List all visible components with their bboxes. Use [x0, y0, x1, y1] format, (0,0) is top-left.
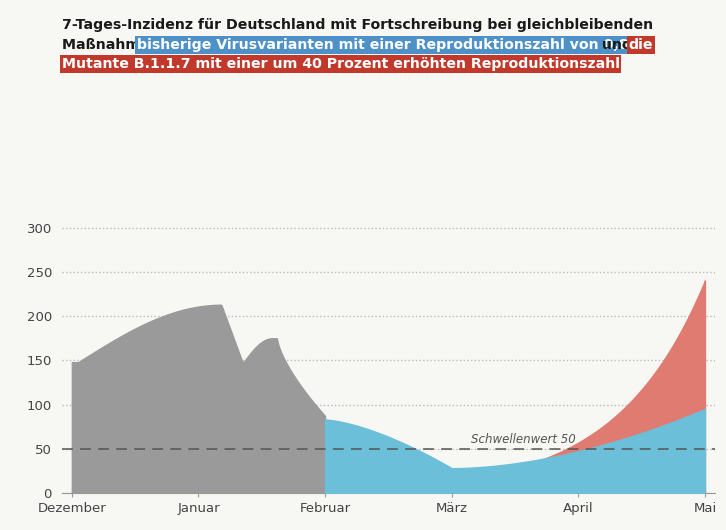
Text: und: und	[597, 38, 637, 52]
Text: Maßnahmen:: Maßnahmen:	[62, 38, 170, 52]
Text: Mutante B.1.1.7 mit einer um 40 Prozent erhöhten Reproduktionszahl: Mutante B.1.1.7 mit einer um 40 Prozent …	[62, 57, 620, 71]
Text: bisherige Virusvarianten mit einer Reproduktionszahl von 0,87: bisherige Virusvarianten mit einer Repro…	[136, 38, 638, 52]
Text: Schwellenwert 50: Schwellenwert 50	[470, 434, 576, 446]
Text: die: die	[629, 38, 653, 52]
Text: 7-Tages-Inzidenz für Deutschland mit Fortschreibung bei gleichbleibenden: 7-Tages-Inzidenz für Deutschland mit For…	[62, 18, 653, 32]
